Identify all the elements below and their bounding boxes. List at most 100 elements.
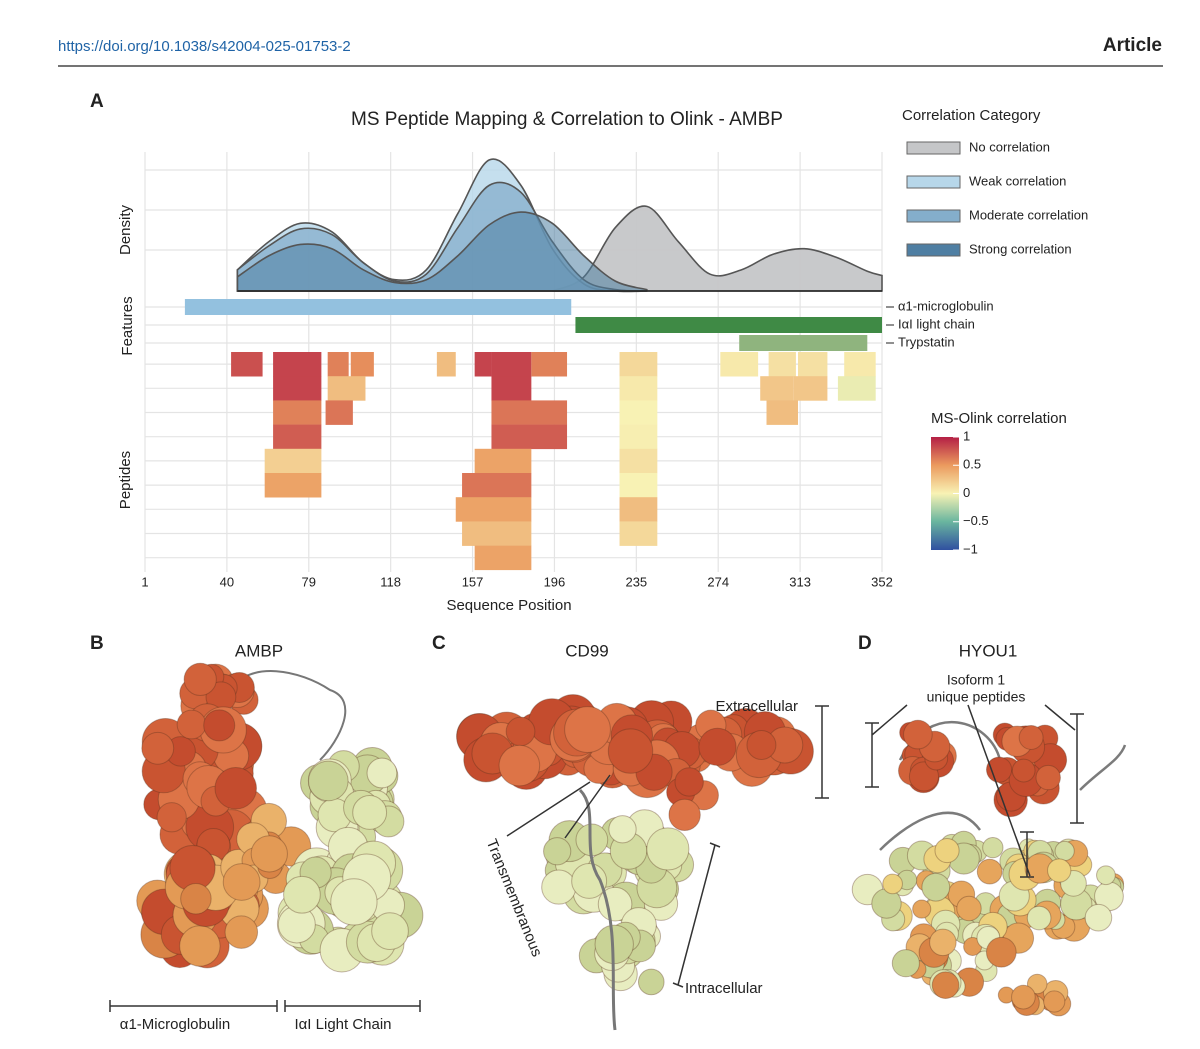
peptide-cell: [491, 352, 532, 377]
peptide-cell: [768, 352, 796, 377]
colorbar-tick-label: 0.5: [963, 457, 981, 472]
peptide-cell: [273, 376, 322, 401]
peptide-cell: [491, 400, 568, 425]
surface-bead: [352, 795, 388, 830]
legend-key: [906, 243, 961, 257]
surface-bead: [571, 862, 608, 899]
legend-label: Moderate correlation: [969, 207, 1088, 222]
peptide-cell: [793, 376, 828, 401]
peptide-cell: [350, 352, 374, 377]
peptide-cell: [619, 376, 658, 401]
panel-title: CD99: [565, 641, 608, 660]
peptide-cell: [837, 376, 876, 401]
panel-letter: A: [90, 91, 104, 112]
x-tick-label: 352: [871, 574, 893, 589]
structure-label: α1-Microglobulin: [120, 1016, 230, 1033]
peptide-cell: [325, 400, 353, 425]
surface-bead: [982, 836, 1004, 859]
doi-link[interactable]: https://doi.org/10.1038/s42004-025-01753…: [58, 38, 351, 55]
peptide-cell: [474, 352, 492, 377]
peptide-cell: [619, 521, 658, 546]
structure-label: unique peptides: [927, 689, 1026, 705]
density-area: [236, 211, 648, 292]
surface-bead: [308, 760, 349, 802]
surface-bead: [882, 873, 903, 895]
surface-bead: [908, 761, 940, 792]
x-axis-label: Sequence Position: [446, 597, 571, 614]
bracket: [109, 1000, 421, 1012]
article-type: Article: [1103, 35, 1162, 56]
legend-label: No correlation: [969, 139, 1050, 154]
x-tick-label: 40: [220, 574, 234, 589]
surface-bead: [1054, 840, 1075, 862]
surface-bead: [921, 872, 951, 902]
x-tick-label: 313: [789, 574, 811, 589]
peptide-cell: [798, 352, 828, 377]
surface-bead: [1026, 905, 1052, 931]
surface-bead: [637, 968, 665, 996]
colorbar-tick-label: −0.5: [963, 513, 989, 528]
surface-bead: [176, 709, 207, 740]
section-label: Features: [119, 296, 136, 355]
colorbar-tick-label: 0: [963, 485, 970, 500]
surface-bead: [541, 869, 577, 905]
colorbar-tick-label: −1: [963, 541, 978, 556]
feature-label: Trypstatin: [898, 334, 955, 349]
structure-label: Intracellular: [685, 980, 763, 997]
surface-bead: [976, 858, 1003, 885]
panel-letter: C: [432, 633, 446, 654]
surface-bead: [934, 837, 960, 864]
surface-bead: [214, 767, 257, 810]
colorbar-tick-label: 1: [963, 428, 970, 443]
surface-bead: [371, 912, 409, 950]
x-tick-label: 157: [462, 574, 484, 589]
surface-bead: [608, 815, 637, 844]
structure-label: Isoform 1: [947, 672, 1006, 688]
surface-bead: [1084, 903, 1113, 932]
x-tick-label: 118: [380, 574, 401, 589]
surface-bead: [179, 925, 221, 967]
surface-bead: [903, 719, 933, 750]
peptide-cell: [619, 448, 658, 474]
section-label: Density: [117, 204, 134, 255]
colorbar-title: MS-Olink correlation: [931, 410, 1067, 427]
peptide-cell: [264, 473, 322, 498]
surface-bead: [222, 863, 261, 901]
panel-title: HYOU1: [959, 641, 1018, 660]
peptide-cell: [474, 448, 532, 474]
bracket: [865, 704, 1084, 878]
surface-bead: [646, 827, 690, 871]
surface-bead: [330, 878, 378, 926]
surface-bead: [746, 730, 777, 761]
peptide-cell: [273, 352, 322, 377]
surface-bead: [912, 899, 932, 919]
surface-bead: [929, 928, 957, 957]
x-tick-label: 79: [302, 574, 316, 589]
panel-title: AMBP: [235, 641, 283, 660]
surface-bead: [156, 802, 187, 833]
feature-label: IαI light chain: [898, 316, 975, 331]
surface-bead: [931, 971, 960, 999]
surface-bead: [1018, 725, 1044, 750]
peptide-cell: [474, 545, 532, 571]
surface-bead: [203, 709, 236, 742]
backbone: [229, 670, 347, 761]
peptide-cell: [455, 497, 532, 522]
feature-bar: [184, 299, 572, 315]
surface-bead: [956, 895, 982, 922]
peptide-cell: [273, 400, 322, 425]
feature-label: α1-microglobulin: [898, 298, 994, 313]
x-tick-label: 196: [544, 574, 566, 589]
peptide-cell: [619, 473, 658, 498]
structure-label: IαI Light Chain: [294, 1016, 391, 1033]
legend-key: [906, 141, 961, 155]
surface-bead: [250, 835, 288, 873]
structure-label: Extracellular: [715, 698, 798, 715]
surface-bead: [141, 731, 175, 765]
section-label: Peptides: [117, 451, 134, 509]
legend-key: [906, 209, 961, 223]
surface-bead: [668, 798, 701, 832]
peptide-cell: [491, 376, 532, 401]
legend-title: Correlation Category: [902, 107, 1041, 124]
surface-bead: [1035, 764, 1061, 791]
